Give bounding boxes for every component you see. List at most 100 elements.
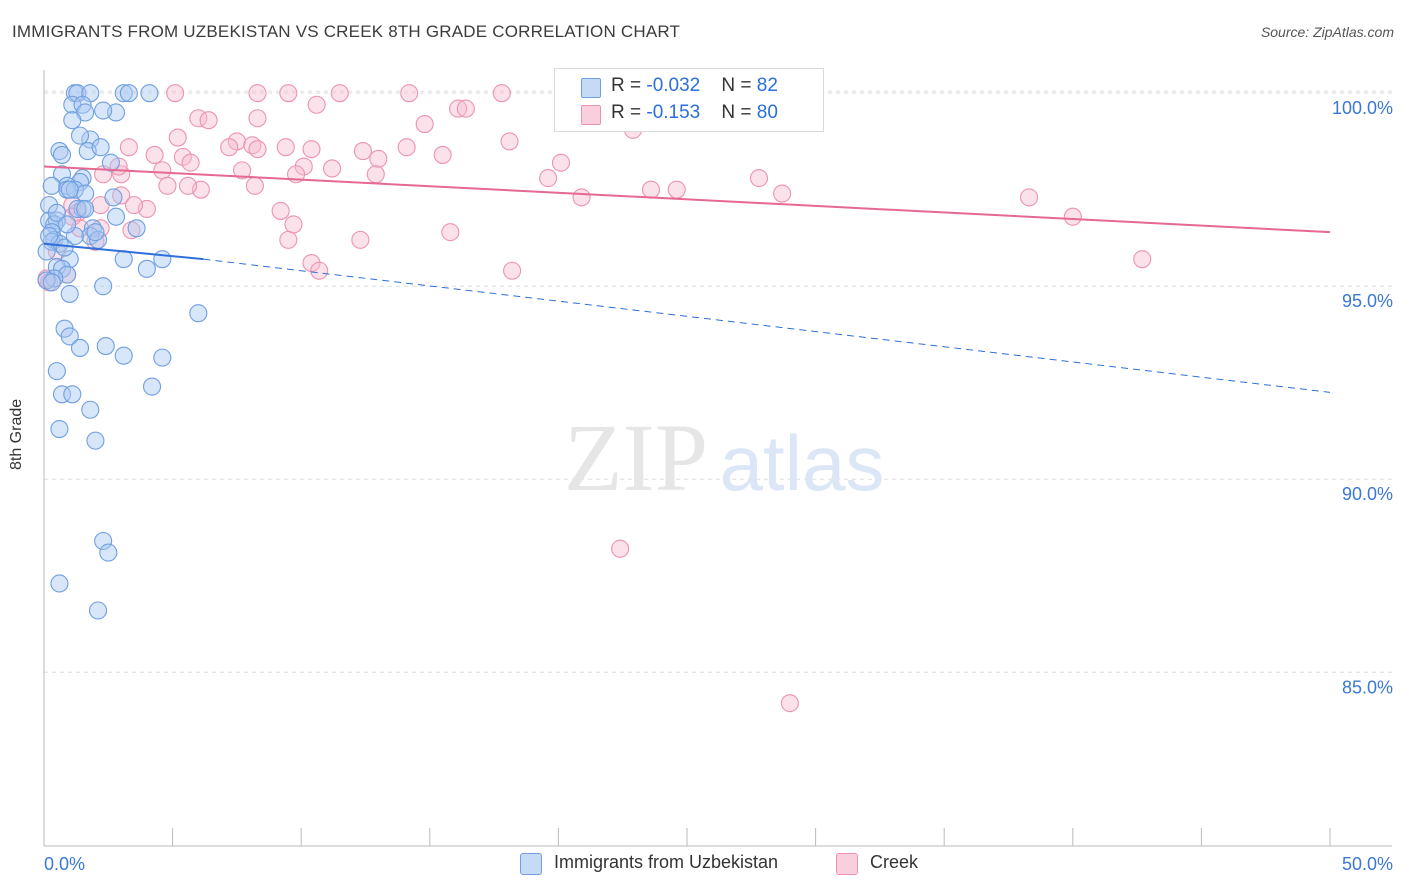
- uzbekistan-point: [137, 259, 156, 278]
- uzbekistan-point: [52, 259, 72, 278]
- creek-point: [145, 145, 164, 164]
- creek-point: [279, 230, 298, 249]
- uzbekistan-point: [114, 250, 133, 269]
- uzbekistan-point: [91, 138, 110, 157]
- creek-point: [276, 138, 295, 157]
- uzbekistan-point: [68, 199, 87, 219]
- creek-point: [641, 180, 661, 199]
- creek-point: [366, 165, 385, 184]
- creek-point: [248, 84, 267, 103]
- uzbekistan-point: [81, 400, 100, 419]
- x-tick-label: 0.0%: [44, 854, 85, 874]
- creek-point: [310, 261, 329, 280]
- uzbekistan-point: [96, 336, 115, 356]
- uzbekistan-point: [68, 84, 87, 103]
- uzbekistan-point: [94, 101, 113, 120]
- creek-point: [302, 140, 321, 159]
- uzbekistan-point: [40, 226, 59, 246]
- creek-point: [369, 149, 388, 168]
- creek-point: [400, 84, 419, 103]
- bottom-legend-label: Creek: [870, 852, 919, 872]
- uzbekistan-point: [119, 84, 138, 103]
- creek-point: [611, 539, 630, 558]
- creek-point: [449, 99, 468, 118]
- creek-point: [178, 176, 198, 195]
- uzbekistan-point: [58, 215, 77, 234]
- bottom-legend-swatch-blue: [520, 853, 542, 875]
- creek-point: [330, 84, 349, 103]
- uzbekistan-point: [40, 196, 59, 215]
- legend-r-label: R =: [611, 75, 647, 96]
- uzbekistan-point: [81, 130, 100, 149]
- legend-box: R = -0.032 N = 82 R = -0.153 N = 80: [554, 68, 824, 132]
- legend-r-value: -0.032: [646, 75, 701, 96]
- bottom-legend-swatch-pink: [836, 853, 858, 875]
- legend-r-label: R =: [611, 102, 647, 123]
- y-tick-label: 100.0%: [1332, 98, 1393, 118]
- creek-point: [503, 261, 522, 280]
- uzbekistan-point: [42, 273, 61, 292]
- uzbekistan-point: [114, 84, 133, 103]
- creek-point: [773, 184, 792, 203]
- creek-point: [199, 111, 218, 130]
- creek-point: [232, 161, 252, 180]
- uzbekistan-point: [50, 419, 69, 439]
- creek-point: [271, 201, 290, 220]
- uzbekistan-point: [76, 184, 95, 203]
- uzbekistan-trend-line: [43, 242, 204, 261]
- tick-labels: 85.0% 90.0% 95.0% 100.0% 0.0% 50.0%: [44, 98, 1393, 874]
- creek-point: [279, 84, 298, 103]
- creek-point: [294, 157, 313, 176]
- creek-point: [248, 140, 267, 159]
- uzbekistan-point: [114, 346, 133, 365]
- y-axis-label: 8th Grade: [8, 398, 25, 470]
- uzbekistan-trend-extension: [203, 258, 1331, 393]
- y-tick-label: 95.0%: [1342, 291, 1393, 311]
- uzbekistan-point: [106, 207, 126, 226]
- creek-point: [248, 109, 267, 128]
- uzbekistan-point: [101, 153, 120, 172]
- watermark-atlas: atlas: [720, 419, 885, 507]
- y-tick-label: 85.0%: [1342, 677, 1393, 697]
- creek-point: [119, 138, 138, 157]
- creek-point: [1020, 188, 1039, 207]
- creek-point: [749, 169, 769, 188]
- watermark-zip: ZIP: [564, 404, 708, 511]
- uzbekistan-point: [60, 284, 79, 303]
- creek-point: [780, 694, 799, 713]
- creek-point: [353, 142, 372, 161]
- legend-n-label: N =: [721, 102, 757, 123]
- creek-point: [500, 132, 519, 151]
- uzbekistan-point: [52, 385, 72, 404]
- uzbekistan-point: [88, 601, 108, 620]
- creek-point: [456, 99, 475, 118]
- uzbekistan-point: [47, 362, 66, 381]
- watermark: ZIP atlas: [564, 404, 884, 511]
- uzbekistan-point: [50, 574, 69, 593]
- uzbekistan-point: [63, 111, 82, 130]
- uzbekistan-point: [37, 242, 56, 261]
- points-layer: [37, 84, 1152, 713]
- uzbekistan-point: [189, 304, 208, 323]
- creek-point: [433, 145, 452, 164]
- creek-point: [441, 223, 460, 242]
- creek-trend-line: [43, 165, 1331, 234]
- creek-point: [667, 180, 686, 199]
- uzbekistan-point: [140, 84, 159, 103]
- uzbekistan-point: [42, 176, 61, 195]
- legend-n-value: 80: [756, 102, 778, 123]
- uzbekistan-point: [60, 327, 79, 346]
- bottom-legend-label: Immigrants from Uzbekistan: [554, 852, 779, 872]
- creek-point: [551, 153, 571, 172]
- uzbekistan-point: [142, 377, 162, 396]
- uzbekistan-point: [94, 277, 113, 296]
- creek-point: [153, 161, 172, 180]
- creek-point: [1063, 207, 1082, 226]
- creek-point: [539, 169, 558, 188]
- creek-point: [284, 215, 303, 234]
- uzbekistan-point: [70, 126, 90, 145]
- trend-lines: [43, 165, 1331, 393]
- creek-point: [415, 114, 434, 134]
- uzbekistan-point: [86, 223, 105, 242]
